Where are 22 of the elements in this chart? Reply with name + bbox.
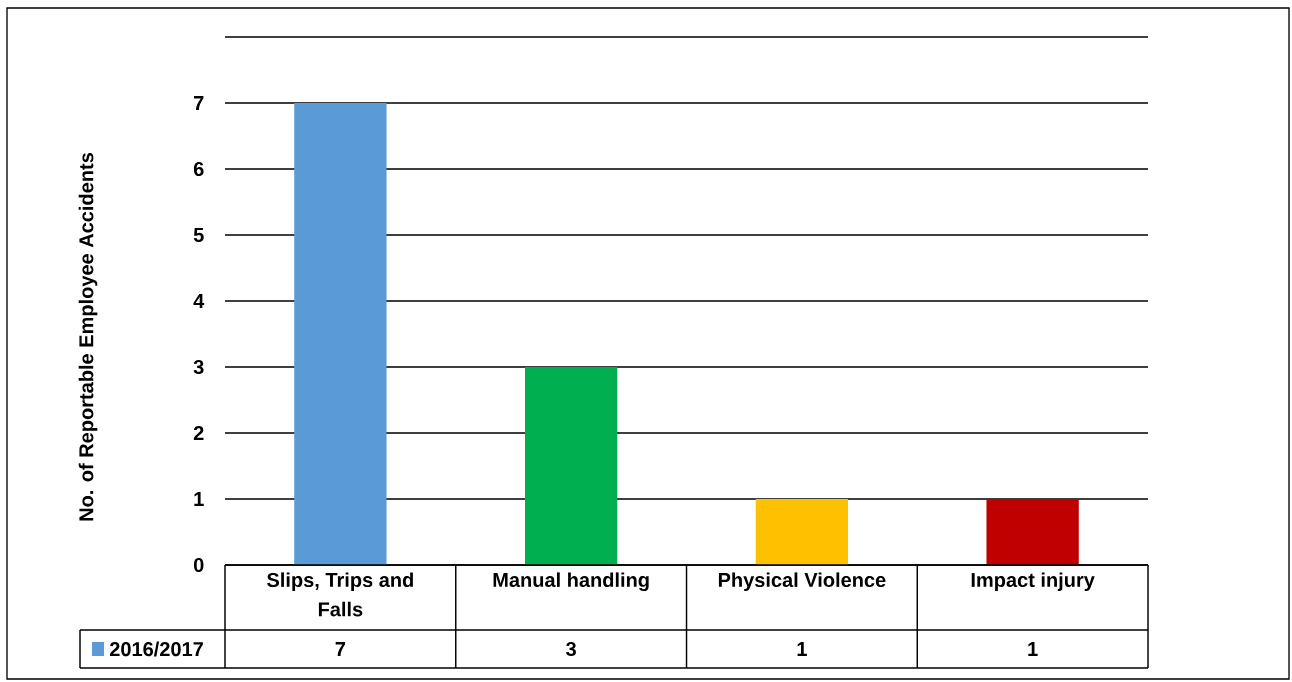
y-tick-label: 6 <box>193 161 204 177</box>
y-tick-label: 5 <box>193 228 204 242</box>
x-tick-label: Physical Violence <box>718 572 886 592</box>
y-tick-label: 1 <box>194 492 204 506</box>
y-tick-label: 2 <box>193 426 204 440</box>
y-tick-label: 7 <box>194 96 204 110</box>
bar <box>755 499 849 565</box>
x-tick-label: Impact injury <box>971 572 1095 592</box>
bar <box>294 103 387 565</box>
data-label: 1 <box>797 642 807 656</box>
y-axis-title: No. of Reportable Employee Accidents <box>78 153 98 521</box>
y-tick-label: 4 <box>193 294 205 308</box>
x-tick-label: Manual handling <box>493 572 649 592</box>
bar <box>986 499 1079 565</box>
y-tick-label: 0 <box>193 557 204 573</box>
data-label: 7 <box>335 642 346 656</box>
x-tick-label: Slips, Trips and Falls <box>267 572 413 617</box>
data-label: 1 <box>1028 642 1038 656</box>
bar <box>524 367 618 565</box>
y-tick-label: 3 <box>193 359 204 375</box>
data-label: 3 <box>566 641 576 657</box>
legend-label: 2016/2017 <box>109 641 203 657</box>
